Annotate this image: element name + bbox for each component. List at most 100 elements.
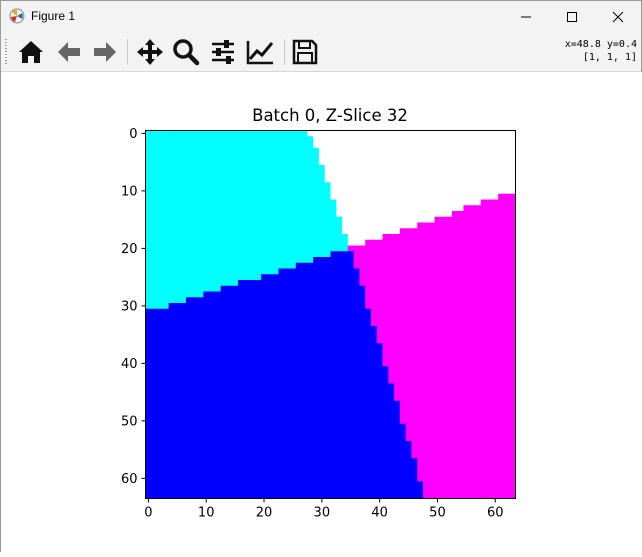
axes-frame (145, 130, 516, 499)
heatmap-cell-run (145, 343, 383, 350)
heatmap-cell-run (145, 199, 337, 206)
heatmap-cell-run (145, 412, 401, 419)
y-tick-label: 0 (129, 127, 137, 142)
heatmap-cell-run (145, 153, 320, 160)
customize-button[interactable] (244, 36, 276, 68)
heatmap-cell-run (145, 211, 337, 218)
heatmap-cell-run (417, 469, 516, 476)
heatmap-cell-run (145, 314, 372, 321)
heatmap-cell-run (417, 475, 516, 482)
heatmap-cell-run (145, 193, 331, 200)
heatmap-cell-run (145, 435, 407, 442)
heatmap-cell-run (145, 142, 314, 149)
subplots-button[interactable] (207, 36, 239, 68)
heatmap-cell-run (145, 216, 343, 223)
heatmap-cell-run (388, 366, 516, 373)
heatmap-cell-run (145, 418, 401, 425)
heatmap-cell-run (382, 349, 516, 356)
heatmap-cell-run (411, 452, 516, 459)
heatmap-cell-run (145, 291, 204, 298)
heatmap-cell-run (145, 441, 412, 448)
heatmap-cell-run (330, 188, 516, 195)
coords-line-2: [1, 1, 1] (582, 52, 637, 63)
save-button[interactable] (289, 36, 321, 68)
heatmap-cell-run (463, 205, 516, 212)
heatmap-cell-run (145, 159, 320, 166)
heatmap-cell-run (376, 337, 516, 344)
heatmap-cell-run (145, 251, 331, 258)
tick-layer: 0 10 20 30 40 50 60 0 10 20 30 40 50 60 (121, 127, 504, 521)
heatmap-cell-run (318, 147, 516, 154)
heatmap-cell-run (365, 291, 516, 298)
heatmap-cell-run (394, 389, 516, 396)
heatmap-cell-run (145, 297, 187, 304)
heatmap-cell-run (423, 492, 516, 499)
forward-button[interactable] (89, 36, 121, 68)
y-tick-label: 40 (121, 357, 138, 372)
heatmap-cell-run (145, 170, 326, 177)
x-tick-label: 0 (144, 506, 152, 521)
heatmap-cell-run (353, 251, 516, 258)
heatmap-cell-run (411, 446, 516, 453)
heatmap-cell-run (330, 251, 355, 258)
heatmap-cell-run (405, 429, 516, 436)
heatmap-cell-run (342, 228, 401, 235)
heatmap-cell-run (145, 469, 418, 476)
close-button[interactable] (595, 1, 641, 33)
heatmap-cell-run (324, 165, 516, 172)
heatmap-cell-run (145, 130, 308, 137)
heatmap-cell-run (365, 285, 516, 292)
maximize-button[interactable] (549, 1, 595, 33)
heatmap-cell-run (145, 205, 337, 212)
heatmap-cell-run (145, 423, 407, 430)
heatmap-cell-run (330, 182, 516, 189)
home-button[interactable] (15, 36, 47, 68)
title-bar: Figure 1 (1, 1, 641, 33)
heatmap-cell-run (324, 170, 516, 177)
heatmap-cell-run (382, 354, 516, 361)
heatmap-cell-run (145, 383, 395, 390)
heatmap-cell-run (313, 142, 516, 149)
minimize-button[interactable] (503, 1, 549, 33)
heatmap-cell-run (359, 274, 516, 281)
heatmap-cell-run (382, 234, 516, 241)
heatmap-cell-run (359, 268, 516, 275)
heatmap-cell-run (313, 257, 355, 264)
chart-title: Batch 0, Z-Slice 32 (252, 106, 408, 125)
x-tick-label: 40 (371, 506, 388, 521)
figure-canvas[interactable]: Batch 0, Z-Slice 32 0 10 20 30 40 50 60 0 10 20 30… (1, 72, 642, 553)
heatmap-cell-run (434, 216, 516, 223)
heatmap-cell-run (318, 153, 516, 160)
toolbar-grip (5, 39, 7, 65)
heatmap-cell-run (145, 452, 412, 459)
y-tick-label: 30 (121, 299, 138, 314)
plot-svg[interactable]: Batch 0, Z-Slice 32 0 10 20 30 40 50 60 0 10 20 30… (1, 72, 642, 553)
heatmap-cell-run (388, 377, 516, 384)
heatmap-cell-run (399, 406, 516, 413)
heatmap-cell-run (336, 199, 482, 206)
back-button[interactable] (53, 36, 85, 68)
heatmap-cell-run (370, 314, 516, 321)
heatmap-cell-run (261, 274, 360, 281)
heatmap-cell-run (394, 383, 516, 390)
zoom-button[interactable] (170, 36, 202, 68)
heatmap-cell-run (220, 285, 366, 292)
heatmap-cell-run (145, 464, 418, 471)
matplotlib-app-icon (9, 8, 25, 24)
heatmap-cell-run (145, 446, 412, 453)
heatmap-cell-run (388, 372, 516, 379)
close-icon (612, 11, 624, 23)
heatmap-cell-run (168, 303, 366, 310)
heatmap-cell-run (145, 234, 349, 241)
heatmap-cell-run (145, 257, 314, 264)
home-icon (19, 41, 43, 63)
heatmap-cell-run (394, 395, 516, 402)
heatmap-cell-run (145, 182, 331, 189)
pan-button[interactable] (134, 36, 166, 68)
heatmap-cell-run (353, 257, 516, 264)
heatmap-cell-run (365, 303, 516, 310)
heatmap-cell-run (417, 458, 516, 465)
heatmap-cell-run (145, 245, 349, 252)
heatmap-cell-run (145, 389, 395, 396)
heatmap-cell-run (145, 487, 424, 494)
